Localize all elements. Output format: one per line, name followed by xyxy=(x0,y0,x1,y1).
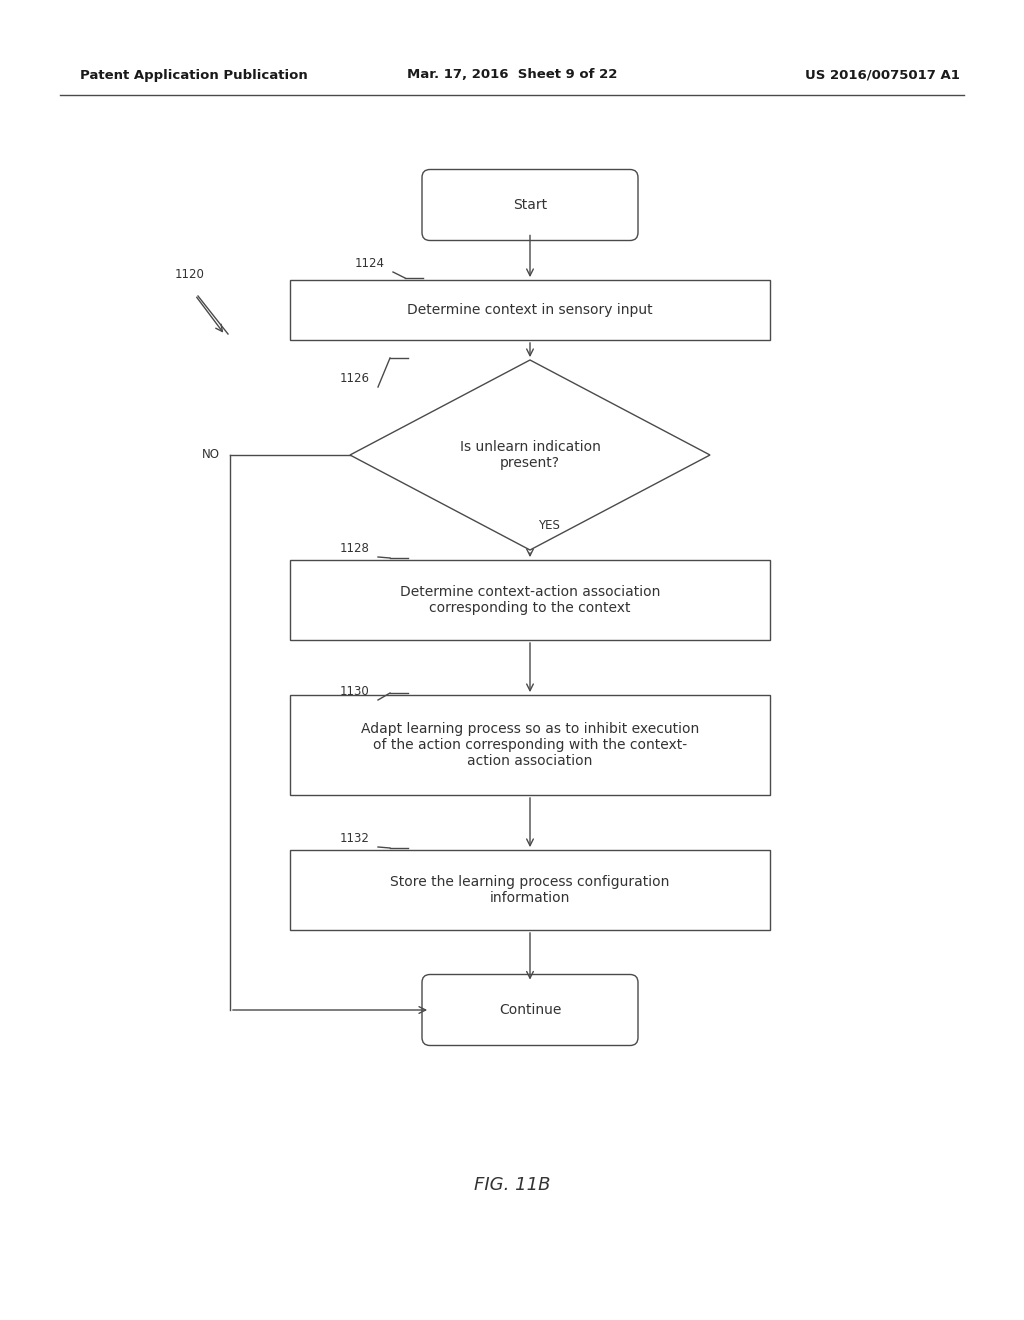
Text: Continue: Continue xyxy=(499,1003,561,1016)
FancyBboxPatch shape xyxy=(422,169,638,240)
Text: Is unlearn indication
present?: Is unlearn indication present? xyxy=(460,440,600,470)
Text: Start: Start xyxy=(513,198,547,213)
Text: 1132: 1132 xyxy=(340,832,370,845)
Text: 1124: 1124 xyxy=(355,257,385,271)
FancyBboxPatch shape xyxy=(290,560,770,640)
Text: FIG. 11B: FIG. 11B xyxy=(474,1176,550,1195)
Text: NO: NO xyxy=(202,449,220,462)
Polygon shape xyxy=(350,360,710,550)
FancyBboxPatch shape xyxy=(290,280,770,341)
FancyBboxPatch shape xyxy=(422,974,638,1045)
Text: YES: YES xyxy=(538,519,560,532)
Text: 1128: 1128 xyxy=(340,543,370,554)
Text: Adapt learning process so as to inhibit execution
of the action corresponding wi: Adapt learning process so as to inhibit … xyxy=(360,722,699,768)
Text: 1130: 1130 xyxy=(340,685,370,698)
Text: Determine context-action association
corresponding to the context: Determine context-action association cor… xyxy=(399,585,660,615)
Text: 1120: 1120 xyxy=(175,268,205,281)
Text: US 2016/0075017 A1: US 2016/0075017 A1 xyxy=(805,69,961,82)
Text: Patent Application Publication: Patent Application Publication xyxy=(80,69,308,82)
Text: Store the learning process configuration
information: Store the learning process configuration… xyxy=(390,875,670,906)
Text: Mar. 17, 2016  Sheet 9 of 22: Mar. 17, 2016 Sheet 9 of 22 xyxy=(407,69,617,82)
Text: 1126: 1126 xyxy=(340,372,370,385)
FancyBboxPatch shape xyxy=(290,850,770,931)
FancyBboxPatch shape xyxy=(290,696,770,795)
Text: Determine context in sensory input: Determine context in sensory input xyxy=(408,304,653,317)
